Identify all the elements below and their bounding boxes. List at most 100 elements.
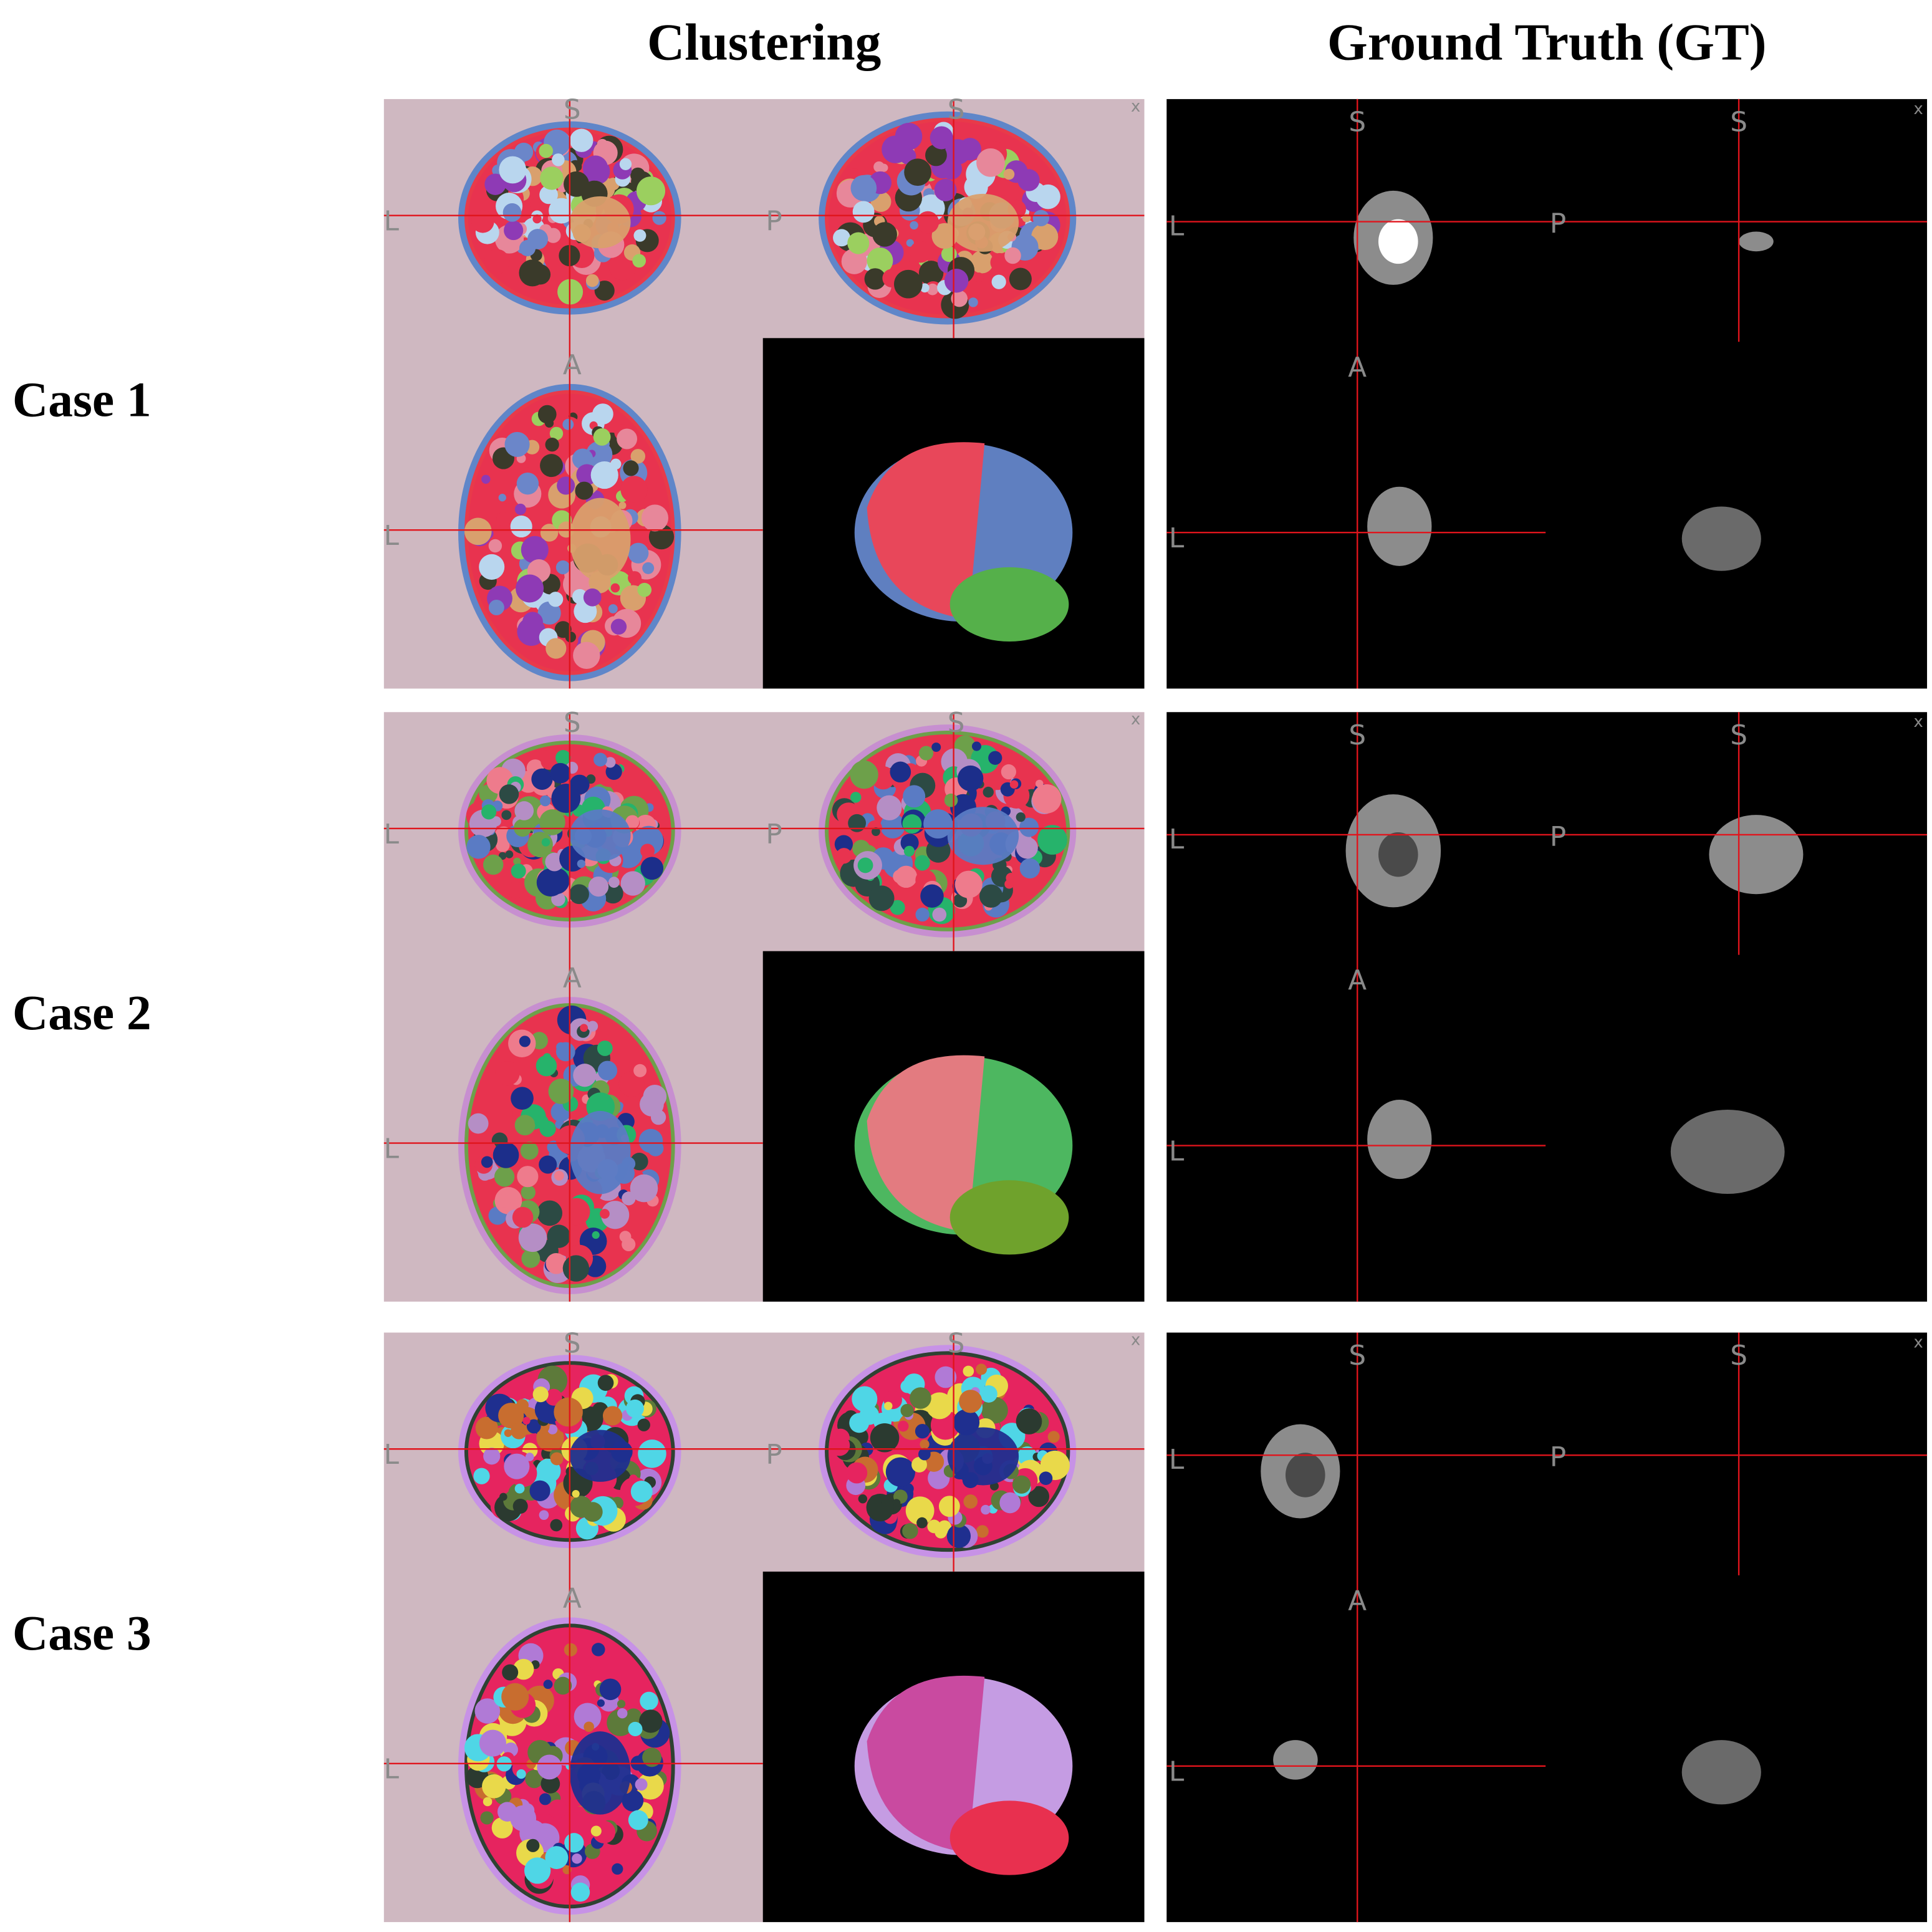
cluster-region	[935, 1366, 957, 1388]
cluster-region	[577, 859, 586, 868]
cluster-region	[630, 167, 646, 183]
cluster-region	[910, 221, 918, 230]
cluster-region	[915, 907, 930, 922]
cluster-region	[617, 428, 638, 449]
cluster-region	[517, 1166, 539, 1188]
cluster-region	[572, 1853, 582, 1864]
cluster-region	[491, 1817, 513, 1838]
cluster-region	[630, 1481, 653, 1503]
cluster-region	[547, 1424, 558, 1435]
cluster-region	[1019, 817, 1039, 837]
cluster-region	[637, 1418, 650, 1431]
cluster-region	[585, 274, 599, 287]
orientation-label: L	[1169, 1135, 1185, 1167]
cluster-region	[833, 229, 850, 247]
cluster-region	[852, 201, 875, 223]
cluster-region	[574, 1703, 602, 1731]
cluster-region	[938, 1520, 952, 1534]
cluster-region	[575, 481, 594, 500]
cluster-region	[847, 232, 870, 254]
orientation-label: A	[1348, 1585, 1367, 1617]
cluster-region	[562, 1255, 590, 1282]
cluster-region	[971, 741, 981, 751]
tumor-region	[569, 196, 631, 249]
orientation-label: L	[384, 520, 400, 552]
cluster-region	[954, 870, 983, 898]
cluster-region	[488, 599, 504, 615]
cluster-region	[516, 473, 539, 495]
cluster-region	[915, 1424, 930, 1439]
cluster-region	[1017, 169, 1040, 191]
cluster-region	[872, 827, 880, 836]
cluster-region	[495, 1060, 520, 1086]
cluster-region	[858, 1494, 868, 1504]
cluster-region	[516, 1769, 526, 1779]
close-button: x	[1131, 710, 1140, 729]
orientation-label: L	[1169, 210, 1185, 242]
cluster-region	[618, 501, 627, 509]
gt-core	[1378, 832, 1418, 877]
cluster-region	[1012, 1475, 1031, 1494]
cluster-region	[625, 1399, 644, 1418]
cluster-region	[540, 454, 563, 478]
cluster-region	[620, 476, 648, 503]
cluster-region	[905, 1496, 935, 1526]
cluster-region	[900, 834, 919, 852]
cluster-region	[904, 158, 931, 186]
cluster-region	[976, 1363, 988, 1375]
cluster-region	[484, 173, 506, 195]
brain-3d	[949, 1180, 1069, 1255]
cluster-region	[1028, 1486, 1050, 1507]
cluster-region	[1039, 1471, 1053, 1485]
cluster-region	[1004, 247, 1021, 264]
cluster-region	[1047, 1431, 1060, 1443]
cluster-region	[597, 1060, 618, 1080]
brain-3d	[867, 1055, 985, 1233]
cluster-region	[590, 461, 618, 489]
cluster-region	[625, 815, 640, 829]
cluster-region	[1031, 223, 1059, 251]
tumor-region	[569, 1110, 631, 1194]
cluster-region	[617, 1699, 626, 1708]
cluster-region	[502, 1664, 519, 1681]
cluster-region	[959, 1390, 983, 1413]
cluster-region	[846, 1462, 868, 1484]
gt-tumor	[1273, 1740, 1318, 1780]
cluster-region	[920, 283, 930, 293]
cluster-region	[488, 539, 502, 553]
cluster-region	[916, 1517, 928, 1529]
cluster-region	[918, 261, 944, 286]
cluster-region	[630, 449, 646, 464]
cluster-region	[857, 857, 873, 873]
cluster-region	[516, 574, 544, 603]
cluster-region	[999, 1492, 1021, 1514]
cluster-region	[498, 494, 506, 502]
cluster-region	[548, 592, 564, 607]
cluster-region	[649, 511, 661, 522]
cluster-region	[642, 1747, 662, 1767]
cluster-region	[534, 1115, 549, 1129]
gt-core	[1286, 1453, 1325, 1497]
cluster-region	[1003, 168, 1015, 180]
cluster-region	[522, 1416, 531, 1425]
cluster-region	[481, 474, 491, 484]
orientation-label: S	[1348, 1340, 1366, 1372]
gt-render-3d	[1681, 506, 1761, 571]
cluster-region	[926, 1392, 953, 1420]
cluster-region	[1004, 879, 1014, 889]
cluster-region	[552, 153, 565, 166]
orientation-label: L	[384, 1439, 400, 1471]
cluster-region	[637, 582, 652, 597]
brain-3d	[867, 442, 985, 620]
cluster-region	[562, 1198, 590, 1226]
cluster-region	[640, 857, 664, 880]
cluster-region	[532, 214, 542, 224]
cluster-region	[521, 536, 549, 564]
cluster-region	[583, 588, 602, 607]
cluster-region	[1016, 837, 1038, 859]
cluster-region	[550, 1519, 563, 1532]
orientation-label: S	[948, 707, 965, 739]
cluster-region	[988, 751, 1002, 765]
cluster-region	[1032, 784, 1062, 814]
cluster-region	[619, 1231, 632, 1243]
